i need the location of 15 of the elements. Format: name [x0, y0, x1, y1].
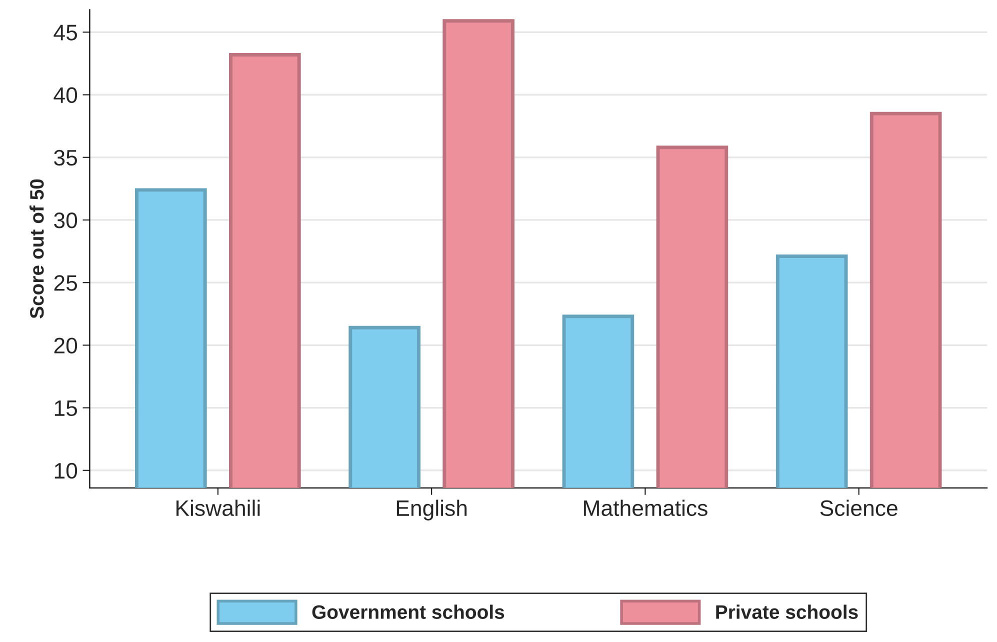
- y-tick-label: 45: [54, 24, 77, 40]
- y-axis-title: Score out of 50: [30, 179, 44, 318]
- y-tick-label: 10: [54, 462, 78, 479]
- y-tick-label: 20: [54, 338, 78, 354]
- x-tick-label: Kiswahili: [176, 500, 260, 516]
- y-tick-label: 40: [54, 87, 78, 104]
- y-tick-label: 25: [54, 275, 77, 291]
- y-tick-label: 35: [54, 150, 77, 166]
- x-tick-label: English: [396, 500, 467, 520]
- legend-label: Government schools: [312, 604, 504, 619]
- x-tick-label: Science: [820, 500, 898, 516]
- x-tick-label: Mathematics: [584, 500, 708, 516]
- legend-label: Private schools: [716, 604, 858, 619]
- y-tick-label: 30: [54, 212, 78, 228]
- y-tick-label: 15: [54, 400, 77, 416]
